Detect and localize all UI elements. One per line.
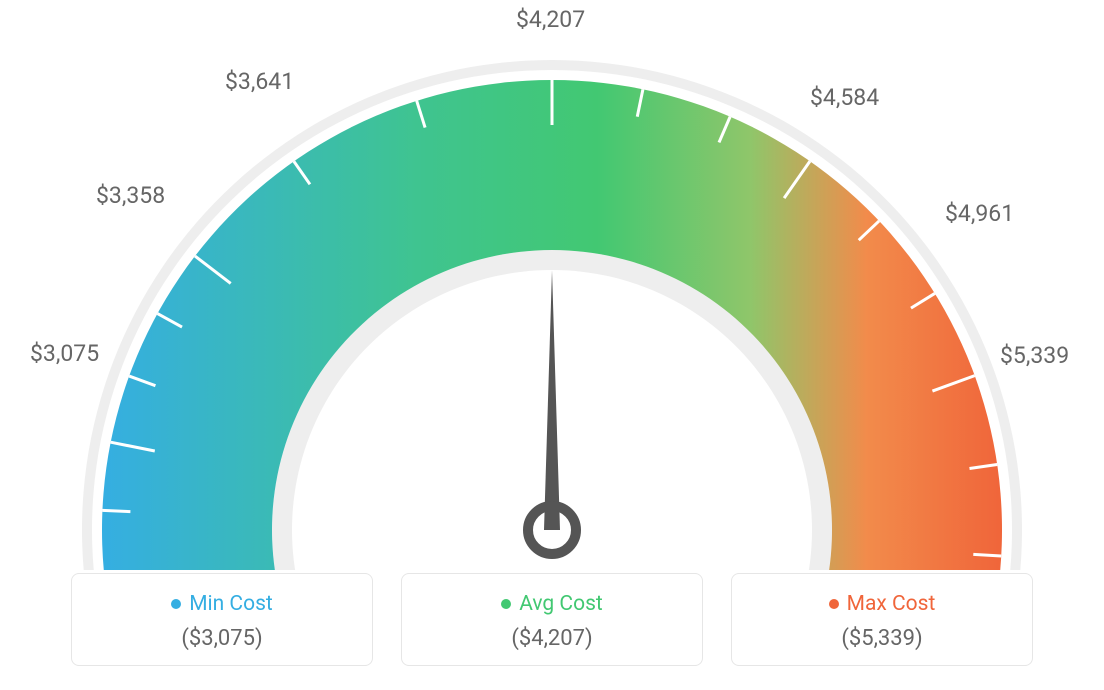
chart-container: $3,075 $3,358 $3,641 $4,207 $4,584 $4,961 $5,3… — [0, 0, 1104, 690]
legend-card-avg: Avg Cost ($4,207) — [401, 573, 703, 666]
gauge-tick-minor — [102, 510, 130, 511]
legend-dot-max — [829, 599, 839, 609]
legend-card-max: Max Cost ($5,339) — [731, 573, 1033, 666]
gauge-svg — [0, 0, 1104, 570]
gauge-tick-minor — [973, 554, 1001, 556]
legend-value-max: ($5,339) — [732, 626, 1032, 651]
legend-title-avg: Avg Cost — [519, 592, 603, 616]
gauge: $3,075 $3,358 $3,641 $4,207 $4,584 $4,961 $5,3… — [0, 0, 1104, 570]
legend-dot-min — [171, 599, 181, 609]
legend-row: Min Cost ($3,075) Avg Cost ($4,207) Max … — [0, 573, 1104, 666]
gauge-tick-label: $5,339 — [1000, 342, 1069, 369]
gauge-tick-label: $3,075 — [30, 340, 99, 367]
gauge-needle — [544, 270, 560, 530]
legend-value-min: ($3,075) — [72, 626, 372, 651]
legend-card-min: Min Cost ($3,075) — [71, 573, 373, 666]
gauge-tick-label: $4,961 — [945, 200, 1014, 227]
legend-value-avg: ($4,207) — [402, 626, 702, 651]
gauge-tick-label: $4,207 — [516, 6, 585, 33]
legend-title-min: Min Cost — [189, 592, 273, 616]
gauge-tick-label: $4,584 — [810, 84, 879, 111]
legend-title-max: Max Cost — [847, 592, 936, 616]
legend-dot-avg — [501, 599, 511, 609]
gauge-tick-label: $3,358 — [96, 182, 165, 209]
gauge-tick-label: $3,641 — [225, 68, 294, 95]
